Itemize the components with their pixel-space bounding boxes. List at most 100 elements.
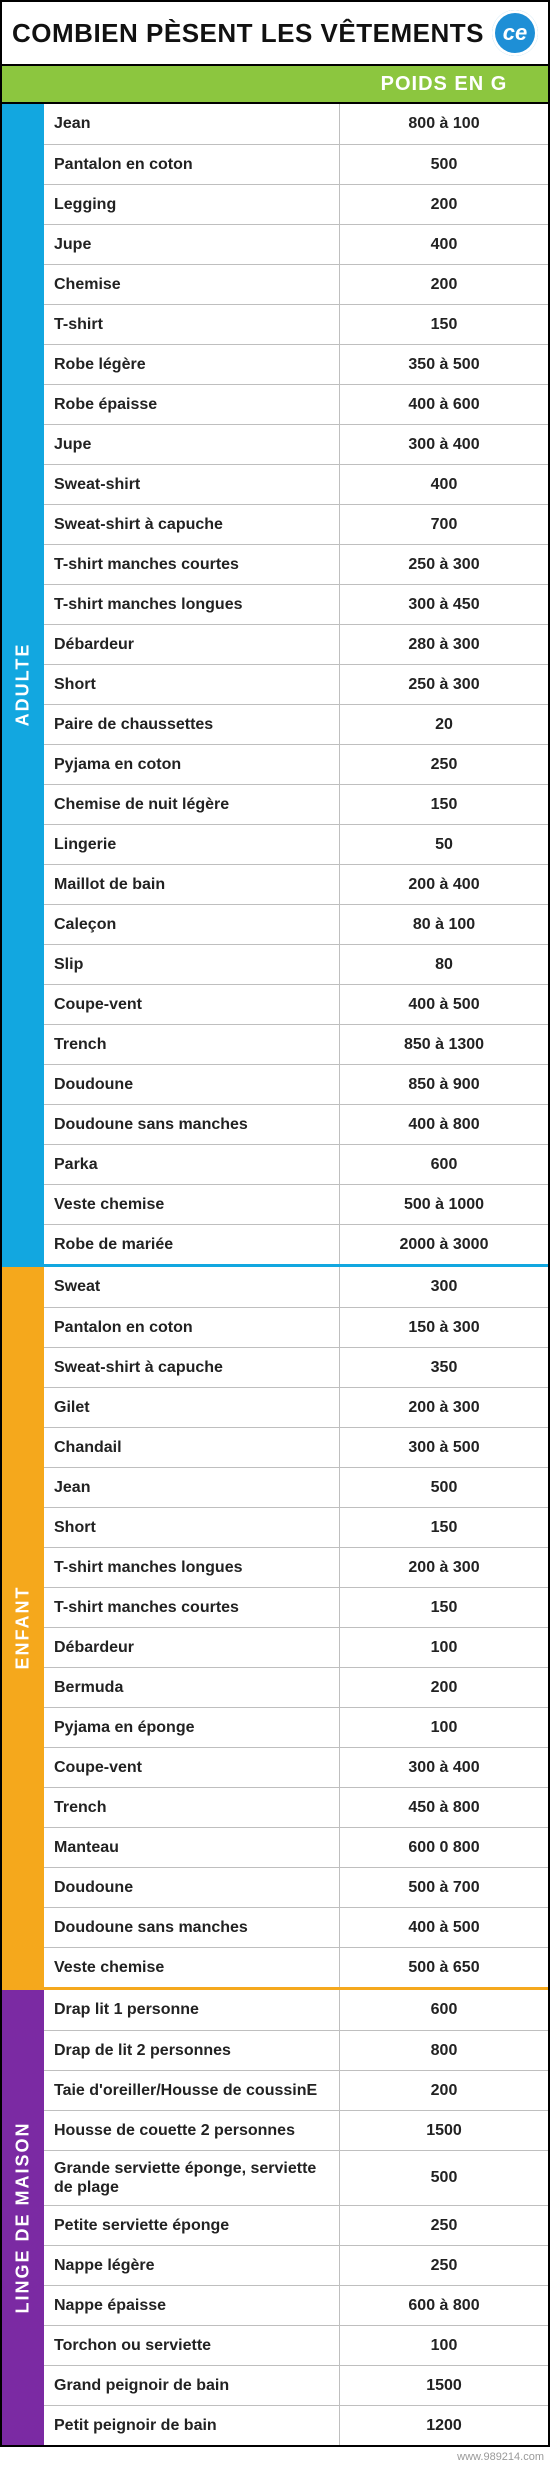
item-name: Doudoune	[44, 1065, 340, 1104]
item-weight: 500 à 1000	[340, 1185, 548, 1224]
item-name: Taie d'oreiller/Housse de coussinE	[44, 2071, 340, 2110]
table-row: Robe épaisse400 à 600	[44, 384, 548, 424]
header-spacer-mid	[44, 66, 340, 102]
item-weight: 250	[340, 745, 548, 784]
rows-linge: Drap lit 1 personne600Drap de lit 2 pers…	[44, 1990, 548, 2445]
table-row: Chandail300 à 500	[44, 1427, 548, 1467]
item-name: Pyjama en éponge	[44, 1708, 340, 1747]
table-row: Short150	[44, 1507, 548, 1547]
item-name: Drap lit 1 personne	[44, 1990, 340, 2030]
table-row: Sweat-shirt400	[44, 464, 548, 504]
item-name: Legging	[44, 185, 340, 224]
section-adulte: ADULTEJean800 à 100Pantalon en coton500L…	[2, 104, 548, 1264]
item-name: Pantalon en coton	[44, 1308, 340, 1347]
item-name: T-shirt manches courtes	[44, 545, 340, 584]
table-row: Trench850 à 1300	[44, 1024, 548, 1064]
item-weight: 200 à 400	[340, 865, 548, 904]
item-name: Coupe-vent	[44, 985, 340, 1024]
table-row: Trench450 à 800	[44, 1787, 548, 1827]
item-name: Nappe épaisse	[44, 2286, 340, 2325]
item-weight: 500	[340, 2151, 548, 2205]
item-weight: 150	[340, 1588, 548, 1627]
table-row: T-shirt manches longues300 à 450	[44, 584, 548, 624]
item-weight: 300 à 400	[340, 425, 548, 464]
item-weight: 150	[340, 785, 548, 824]
table-row: Short250 à 300	[44, 664, 548, 704]
item-weight: 400 à 800	[340, 1105, 548, 1144]
item-weight: 150	[340, 1508, 548, 1547]
sidebar-label-linge: LINGE DE MAISON	[13, 2122, 34, 2314]
item-name: Débardeur	[44, 625, 340, 664]
item-weight: 300	[340, 1267, 548, 1307]
item-name: Lingerie	[44, 825, 340, 864]
item-name: Robe de mariée	[44, 1225, 340, 1264]
item-weight: 350	[340, 1348, 548, 1387]
table-row: Slip80	[44, 944, 548, 984]
section-enfant: ENFANTSweat300Pantalon en coton150 à 300…	[2, 1267, 548, 1987]
table-row: Caleçon80 à 100	[44, 904, 548, 944]
item-name: Gilet	[44, 1388, 340, 1427]
table-row: T-shirt manches courtes250 à 300	[44, 544, 548, 584]
table-row: Maillot de bain200 à 400	[44, 864, 548, 904]
item-name: Housse de couette 2 personnes	[44, 2111, 340, 2150]
item-name: Sweat	[44, 1267, 340, 1307]
item-weight: 200 à 300	[340, 1388, 548, 1427]
item-name: Sweat-shirt	[44, 465, 340, 504]
item-name: Robe épaisse	[44, 385, 340, 424]
table-row: Lingerie50	[44, 824, 548, 864]
item-weight: 250 à 300	[340, 545, 548, 584]
table-row: Legging200	[44, 184, 548, 224]
table-row: T-shirt manches longues200 à 300	[44, 1547, 548, 1587]
rows-adulte: Jean800 à 100Pantalon en coton500Legging…	[44, 104, 548, 1264]
table-row: Doudoune sans manches400 à 800	[44, 1104, 548, 1144]
item-weight: 2000 à 3000	[340, 1225, 548, 1264]
item-weight: 280 à 300	[340, 625, 548, 664]
item-name: Coupe-vent	[44, 1748, 340, 1787]
table-row: Manteau600 0 800	[44, 1827, 548, 1867]
item-name: Grand peignoir de bain	[44, 2366, 340, 2405]
weight-column-header: POIDS EN G	[340, 66, 548, 102]
item-name: Short	[44, 665, 340, 704]
sidebar-adulte: ADULTE	[2, 104, 44, 1264]
item-name: Jupe	[44, 225, 340, 264]
item-name: Pyjama en coton	[44, 745, 340, 784]
item-name: Petite serviette éponge	[44, 2206, 340, 2245]
table-row: Pyjama en coton250	[44, 744, 548, 784]
item-weight: 100	[340, 1628, 548, 1667]
item-weight: 300 à 450	[340, 585, 548, 624]
item-weight: 600 0 800	[340, 1828, 548, 1867]
item-weight: 300 à 400	[340, 1748, 548, 1787]
item-name: Veste chemise	[44, 1948, 340, 1987]
item-weight: 700	[340, 505, 548, 544]
brand-logo-icon: ce	[492, 10, 538, 56]
table-row: Jupe400	[44, 224, 548, 264]
item-weight: 500 à 650	[340, 1948, 548, 1987]
item-weight: 600	[340, 1990, 548, 2030]
item-name: Slip	[44, 945, 340, 984]
item-weight: 1500	[340, 2366, 548, 2405]
item-name: Doudoune sans manches	[44, 1908, 340, 1947]
table-row: Nappe épaisse600 à 800	[44, 2285, 548, 2325]
item-name: Jean	[44, 1468, 340, 1507]
table-row: Taie d'oreiller/Housse de coussinE200	[44, 2070, 548, 2110]
table-row: Robe légère350 à 500	[44, 344, 548, 384]
table-row: Jean800 à 100	[44, 104, 548, 144]
rows-enfant: Sweat300Pantalon en coton150 à 300Sweat-…	[44, 1267, 548, 1987]
table-row: Sweat-shirt à capuche700	[44, 504, 548, 544]
item-weight: 400 à 500	[340, 1908, 548, 1947]
item-weight: 200	[340, 1668, 548, 1707]
item-weight: 200	[340, 265, 548, 304]
item-weight: 80	[340, 945, 548, 984]
item-name: Chemise de nuit légère	[44, 785, 340, 824]
sidebar-enfant: ENFANT	[2, 1267, 44, 1987]
table-row: Gilet200 à 300	[44, 1387, 548, 1427]
table-row: Petite serviette éponge250	[44, 2205, 548, 2245]
item-weight: 850 à 900	[340, 1065, 548, 1104]
table-row: Pyjama en éponge100	[44, 1707, 548, 1747]
item-weight: 200	[340, 2071, 548, 2110]
item-name: Sweat-shirt à capuche	[44, 1348, 340, 1387]
item-weight: 50	[340, 825, 548, 864]
table-row: Jean500	[44, 1467, 548, 1507]
item-name: Pantalon en coton	[44, 145, 340, 184]
item-name: Chemise	[44, 265, 340, 304]
